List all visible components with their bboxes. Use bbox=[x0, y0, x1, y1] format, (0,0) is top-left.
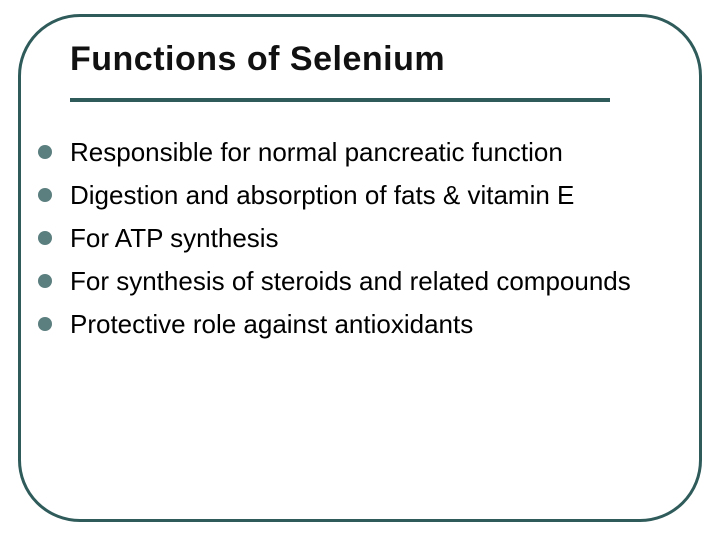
list-item: Digestion and absorption of fats & vitam… bbox=[38, 178, 678, 217]
list-item-text: For synthesis of steroids and related co… bbox=[70, 266, 631, 296]
bullet-icon bbox=[38, 145, 52, 159]
slide-title: Functions of Selenium bbox=[70, 40, 445, 79]
list-item: For synthesis of steroids and related co… bbox=[38, 264, 678, 303]
list-item-text: Digestion and absorption of fats & vitam… bbox=[70, 180, 574, 210]
list-item-text: For ATP synthesis bbox=[70, 223, 279, 253]
bullet-icon bbox=[38, 188, 52, 202]
bullet-icon bbox=[38, 317, 52, 331]
bullet-icon bbox=[38, 231, 52, 245]
bullet-icon bbox=[38, 274, 52, 288]
bullet-list: Responsible for normal pancreatic functi… bbox=[38, 135, 678, 346]
content-area: Responsible for normal pancreatic functi… bbox=[38, 135, 678, 350]
slide: Functions of Selenium Responsible for no… bbox=[0, 0, 720, 540]
title-underline bbox=[70, 98, 610, 102]
list-item: Protective role against antioxidants bbox=[38, 307, 678, 346]
list-item: Responsible for normal pancreatic functi… bbox=[38, 135, 678, 174]
list-item-text: Protective role against antioxidants bbox=[70, 309, 473, 339]
list-item-text: Responsible for normal pancreatic functi… bbox=[70, 137, 563, 167]
list-item: For ATP synthesis bbox=[38, 221, 678, 260]
